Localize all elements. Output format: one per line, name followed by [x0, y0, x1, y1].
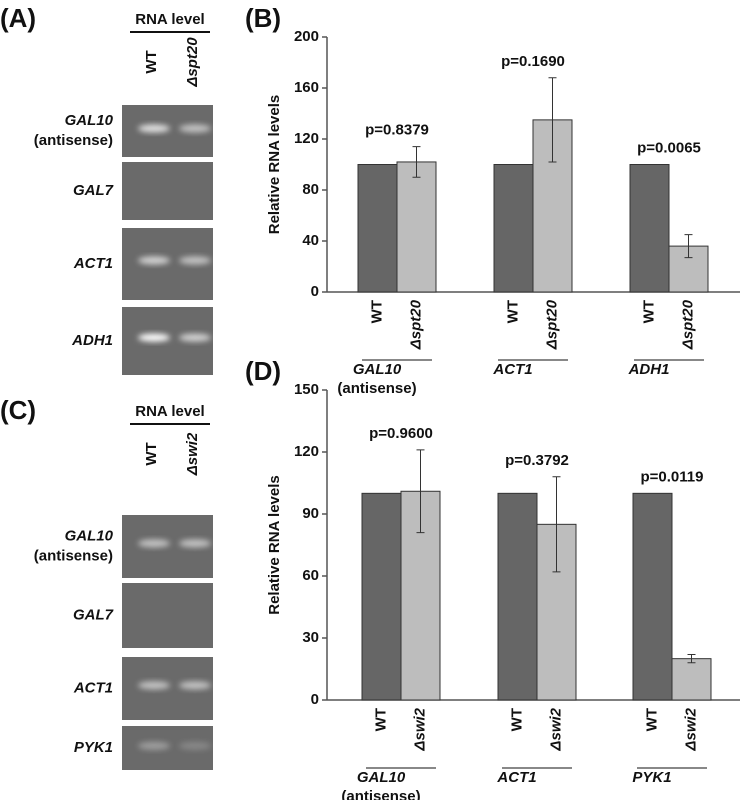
- gel-band: [179, 681, 211, 690]
- y-tick-label: 90: [302, 505, 319, 522]
- y-axis-label: Relative RNA levels: [266, 95, 283, 235]
- series-label: WT: [643, 708, 660, 731]
- series-label: Δswi2: [547, 707, 564, 751]
- error-bar: [548, 77, 557, 163]
- panel-label: (C): [0, 395, 36, 425]
- series-label: WT: [640, 300, 657, 323]
- p-value: p=0.9600: [369, 425, 433, 442]
- series-label: Δswi2: [411, 707, 428, 751]
- p-value: p=0.0119: [641, 468, 704, 485]
- y-axis-label: Relative RNA levels: [266, 475, 283, 615]
- error-bar: [684, 234, 693, 259]
- y-tick-label: 60: [302, 567, 319, 584]
- gel-band: [179, 124, 211, 133]
- error-bar: [416, 449, 425, 534]
- gel-band: [138, 256, 170, 265]
- series-label: Δswi2: [682, 707, 699, 751]
- y-tick-label: 80: [302, 181, 319, 198]
- gel-band: [138, 539, 170, 548]
- bar: [396, 161, 437, 293]
- gel-band: [138, 333, 170, 342]
- gel-band: [138, 681, 170, 690]
- y-tick-label: 120: [294, 130, 319, 147]
- y-tick-label: 40: [302, 232, 319, 249]
- row-label: GAL7: [73, 182, 114, 199]
- lane-label: Δswi2: [184, 432, 201, 476]
- category-label: PYK1: [632, 769, 671, 786]
- category-sublabel: (antisense): [341, 788, 420, 800]
- panel-label: (B): [245, 3, 281, 33]
- row-label: ACT1: [73, 679, 113, 696]
- category-label: ACT1: [496, 769, 536, 786]
- error-bar: [687, 654, 696, 664]
- row-label: ADH1: [71, 332, 113, 349]
- y-tick-label: 120: [294, 443, 319, 460]
- category-label: ACT1: [492, 361, 532, 378]
- y-tick-label: 160: [294, 79, 319, 96]
- lane-label: Δspt20: [184, 37, 201, 88]
- p-value: p=0.1690: [501, 53, 565, 70]
- series-label: WT: [508, 708, 525, 731]
- gel-header: RNA level: [135, 11, 204, 28]
- lane-label: WT: [143, 442, 160, 465]
- y-tick-label: 0: [311, 283, 319, 300]
- gel-image: [122, 583, 213, 648]
- bar: [361, 492, 402, 701]
- bar: [400, 490, 441, 701]
- y-tick-label: 30: [302, 629, 319, 646]
- category-sublabel: (antisense): [337, 380, 416, 397]
- bar: [671, 658, 712, 701]
- row-label: GAL10: [65, 112, 114, 129]
- series-label: Δspt20: [407, 299, 424, 350]
- gel-band: [179, 741, 211, 750]
- bar: [632, 492, 673, 701]
- p-value: p=0.8379: [365, 122, 429, 139]
- bar: [668, 245, 709, 293]
- p-value: p=0.3792: [505, 452, 569, 469]
- row-label: PYK1: [74, 739, 113, 756]
- series-label: Δspt20: [679, 299, 696, 350]
- lane-label: WT: [143, 50, 160, 73]
- panel-label: (A): [0, 3, 36, 33]
- gel-band: [179, 539, 211, 548]
- row-label: ACT1: [73, 255, 113, 272]
- panel-label: (D): [245, 356, 281, 386]
- row-label: (antisense): [34, 132, 113, 149]
- series-label: WT: [368, 300, 385, 323]
- gel-band: [179, 333, 211, 342]
- series-label: WT: [504, 300, 521, 323]
- gel-band: [138, 124, 170, 133]
- row-label: GAL10: [65, 527, 114, 544]
- gel-band: [179, 256, 211, 265]
- gel-image: [122, 162, 213, 220]
- gel-band: [138, 741, 170, 750]
- y-tick-label: 200: [294, 28, 319, 45]
- y-tick-label: 150: [294, 381, 319, 398]
- category-label: GAL10: [353, 361, 402, 378]
- row-label: GAL7: [73, 606, 114, 623]
- bar: [497, 492, 538, 701]
- series-label: WT: [372, 708, 389, 731]
- gel-header: RNA level: [135, 403, 204, 420]
- row-label: (antisense): [34, 547, 113, 564]
- category-label: ADH1: [628, 361, 670, 378]
- y-tick-label: 0: [311, 691, 319, 708]
- bar: [493, 164, 534, 293]
- error-bar: [552, 476, 561, 573]
- category-label: GAL10: [357, 769, 406, 786]
- series-label: Δspt20: [543, 299, 560, 350]
- p-value: p=0.0065: [637, 139, 701, 156]
- bar: [357, 164, 398, 293]
- bar: [629, 164, 670, 293]
- error-bar: [412, 146, 421, 178]
